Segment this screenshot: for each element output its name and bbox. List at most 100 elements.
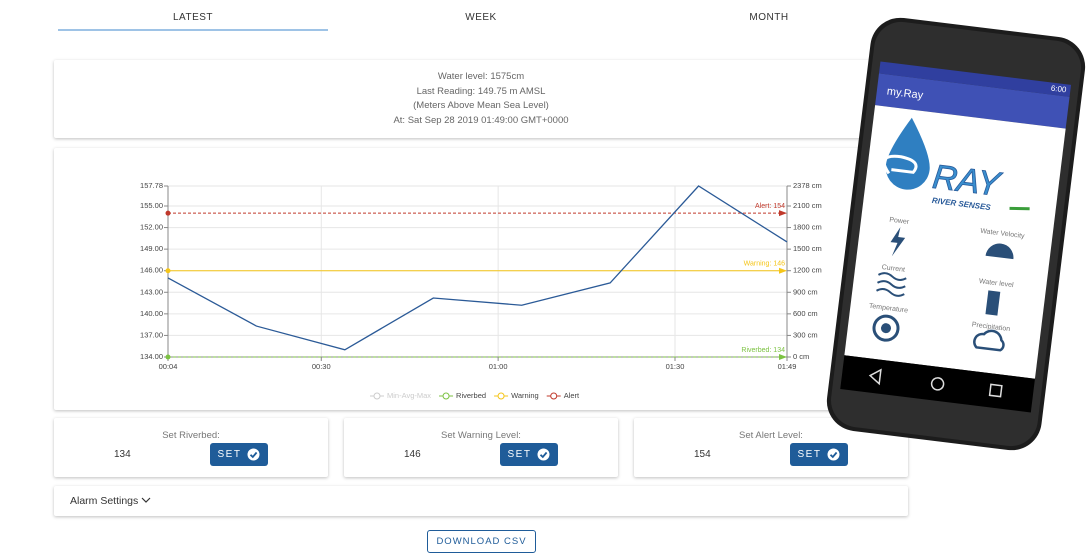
set-button[interactable]: SET xyxy=(500,443,558,466)
setting-value: 146 xyxy=(404,449,421,460)
threshold-arrow xyxy=(779,267,787,274)
y2-tick-label: 0 cm xyxy=(793,352,809,361)
y-tick-label: 146.00 xyxy=(140,266,163,275)
legend-label: Riverbed xyxy=(456,391,486,400)
alarm-card[interactable]: Alarm Settings xyxy=(54,486,908,516)
chart: 134.00 137.00 140.00 143.00 146.00 149.00 152.… xyxy=(140,181,822,400)
y2-tick-label: 2100 cm xyxy=(793,201,822,210)
legend-swatch xyxy=(550,392,558,400)
precipitation-icon xyxy=(973,329,1005,352)
legend-label: Min-Avg-Max xyxy=(387,391,431,400)
nav-bar xyxy=(840,355,1035,413)
check-icon xyxy=(247,448,260,461)
setting-label: Set Alert Level: xyxy=(739,430,803,441)
threshold-start xyxy=(165,210,171,216)
x-tick-label: 00:04 xyxy=(159,362,178,371)
y-tick-label: 143.00 xyxy=(140,287,163,296)
phone-body: 6:00 my.Ray RAY RIVER SENSES Power Water… xyxy=(826,17,1086,451)
threshold-label: Riverbed: 134 xyxy=(741,347,785,354)
setting-value: 154 xyxy=(694,449,711,460)
y-tick-label: 149.00 xyxy=(140,244,163,253)
tab[interactable]: MONTH xyxy=(749,12,789,23)
legend-label: Warning xyxy=(511,391,539,400)
status-time: 6:00 xyxy=(1050,84,1067,95)
y2-tick-label: 600 cm xyxy=(793,309,818,318)
feature-label: Precipitation xyxy=(971,321,1010,333)
nav-recent[interactable] xyxy=(988,383,1003,398)
y2-tick-label: 2378 cm xyxy=(793,181,822,190)
legend-swatch xyxy=(373,392,381,400)
y2-tick-label: 1200 cm xyxy=(793,266,822,275)
power-icon xyxy=(890,227,906,257)
info-card: Water level: 1575cm Last Reading: 149.75… xyxy=(54,60,908,138)
set-button[interactable]: SET xyxy=(790,443,848,466)
x-tick-label: 01:49 xyxy=(778,362,797,371)
y2-tick-label: 300 cm xyxy=(793,330,818,339)
check-icon xyxy=(537,448,550,461)
button-label: SET xyxy=(797,449,822,460)
nav-home[interactable] xyxy=(930,377,945,391)
x-tick-label: 01:30 xyxy=(666,362,685,371)
threshold-label: Alert: 154 xyxy=(755,203,785,210)
current-icon xyxy=(876,272,907,297)
velocity-icon xyxy=(985,243,1014,260)
setting-label: Set Warning Level: xyxy=(441,430,521,441)
threshold-start xyxy=(165,268,171,274)
setting-card: Set Warning Level: 146 SET xyxy=(344,418,618,477)
setting-value: 134 xyxy=(114,449,131,460)
level-icon xyxy=(985,290,1001,316)
logo-text: RAY xyxy=(930,158,1004,204)
threshold-start xyxy=(165,354,171,360)
info-lines: Water level: 1575cm Last Reading: 149.75… xyxy=(54,60,908,128)
chevron xyxy=(141,497,151,503)
status-bar xyxy=(878,61,1072,97)
app-title: my.Ray xyxy=(886,85,924,101)
app-bar xyxy=(875,73,1070,129)
info-line: (Meters Above Mean Sea Level) xyxy=(413,100,549,111)
phone: 6:00 my.Ray RAY RIVER SENSES Power Water… xyxy=(826,17,1086,451)
legend-swatch xyxy=(442,392,450,400)
setting-label: Set Riverbed: xyxy=(162,430,220,441)
button-label: SET xyxy=(507,449,532,460)
feature-label: Current xyxy=(881,264,905,274)
nav-back[interactable] xyxy=(868,368,882,386)
button-label: SET xyxy=(217,449,242,460)
info-line: At: Sat Sep 28 2019 01:49:00 GMT+0000 xyxy=(393,114,569,126)
data-line xyxy=(167,185,788,351)
temperature-icon-core xyxy=(881,323,892,334)
y2-tick-label: 900 cm xyxy=(793,287,818,296)
legend-swatch xyxy=(497,392,505,400)
y-tick-label: 152.00 xyxy=(140,223,163,232)
threshold-arrow xyxy=(779,210,787,217)
threshold-label: Warning: 146 xyxy=(744,261,785,268)
y2-tick-label: 1800 cm xyxy=(793,223,822,232)
alarm-label: Alarm Settings xyxy=(70,495,139,507)
chart-card: 134.00 137.00 140.00 143.00 146.00 149.00 152.… xyxy=(54,148,908,410)
info-line: Water level: 1575cm xyxy=(437,71,525,82)
threshold-arrow xyxy=(779,354,787,360)
y-tick-label: 140.00 xyxy=(140,309,163,318)
x-tick-label: 01:00 xyxy=(489,362,508,371)
tab[interactable]: LATEST xyxy=(172,12,214,23)
set-button[interactable]: SET xyxy=(210,443,268,466)
alarm-settings[interactable]: Alarm Settings xyxy=(70,495,151,507)
y-tick-label: 137.00 xyxy=(140,330,163,339)
feature-label: Power xyxy=(889,217,910,226)
x-tick-label: 00:30 xyxy=(312,362,331,371)
setting-card: Set Riverbed: 134 SET xyxy=(54,418,328,477)
feature-label: Temperature xyxy=(868,303,908,315)
y-tick-label: 134.00 xyxy=(140,352,163,361)
y2-tick-label: 1500 cm xyxy=(793,244,822,253)
info-line: Last Reading: 149.75 m AMSL xyxy=(416,85,546,97)
temperature-icon xyxy=(872,314,900,342)
y-tick-label: 155.00 xyxy=(140,201,163,210)
logo-e xyxy=(882,154,918,175)
download-button[interactable]: DOWNLOAD CSV xyxy=(427,530,536,553)
y-tick-label: 157.78 xyxy=(140,181,163,190)
legend-label: Alert xyxy=(564,391,580,400)
tab-indicator xyxy=(58,29,328,31)
tab[interactable]: WEEK xyxy=(465,12,497,23)
check-icon xyxy=(827,448,840,461)
logo-stroke xyxy=(1009,206,1030,211)
